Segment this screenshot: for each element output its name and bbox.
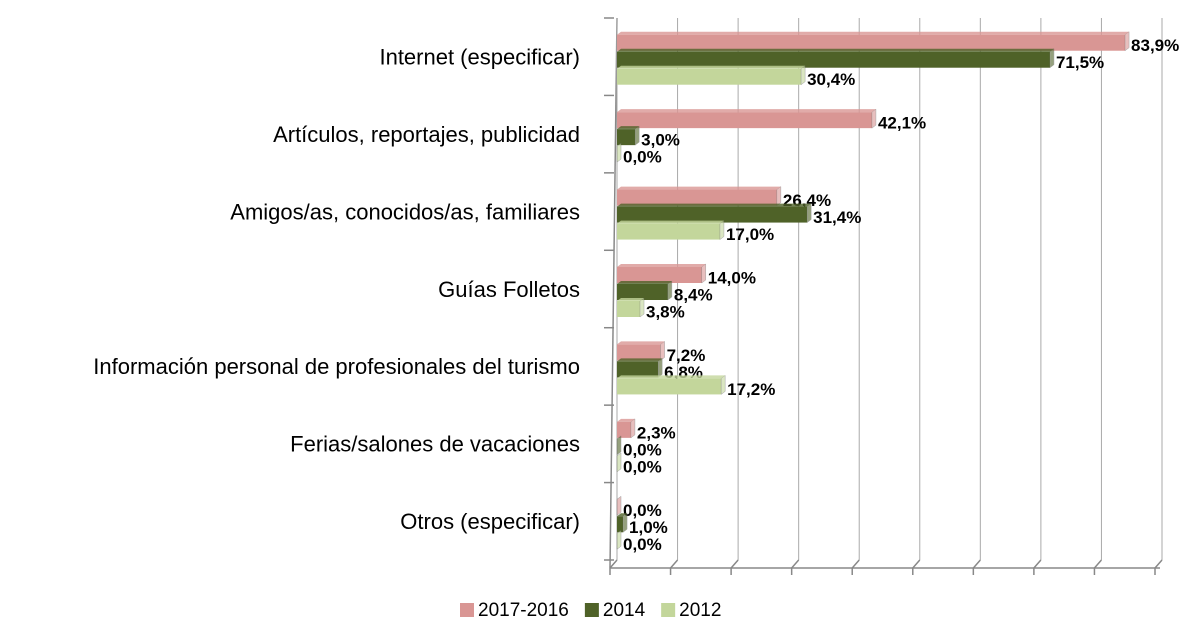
bar-top	[617, 341, 665, 345]
bar-top	[617, 281, 672, 284]
legend-label: 2012	[679, 600, 721, 621]
legend-swatch	[584, 603, 599, 617]
data-label: 7,2%	[667, 346, 706, 365]
x-tick-mark	[1154, 559, 1163, 569]
bar-side	[639, 297, 645, 318]
data-label: 1,0%	[629, 518, 668, 537]
bar-side	[660, 340, 665, 361]
data-label: 17,2%	[727, 380, 775, 399]
bar-top	[617, 298, 645, 301]
bar	[617, 206, 808, 223]
category-label: Artículos, reportajes, publicidad	[273, 122, 580, 147]
bar-side	[1049, 48, 1055, 69]
bar-top	[617, 375, 726, 379]
bar	[617, 129, 636, 146]
bar-top	[617, 358, 663, 362]
data-label: 0,0%	[623, 535, 662, 554]
bar-top	[617, 418, 635, 422]
category-label: Internet (especificar)	[379, 45, 580, 70]
data-label: 71,5%	[1056, 53, 1104, 72]
x-tick-mark	[851, 559, 860, 569]
legend-label: 2014	[603, 600, 646, 621]
data-label: 83,9%	[1131, 36, 1179, 55]
bar-side	[871, 108, 877, 129]
legend-swatch	[661, 603, 676, 617]
bar-top	[617, 31, 1130, 35]
data-label: 30,4%	[807, 70, 855, 89]
bar	[617, 361, 659, 378]
bar-side	[616, 435, 622, 456]
bar-side	[701, 263, 707, 284]
bar-side	[776, 186, 782, 207]
data-label: 31,4%	[813, 208, 861, 227]
data-label: 0,0%	[623, 440, 662, 459]
legend-label: 2017-2016	[478, 600, 569, 621]
data-label: 3,0%	[641, 131, 680, 150]
data-label: 42,1%	[878, 114, 926, 133]
bar-side	[634, 125, 640, 146]
legend-swatch	[460, 603, 474, 617]
bar	[617, 284, 668, 300]
data-label: 0,0%	[623, 501, 662, 520]
bar-side	[719, 220, 725, 241]
category-label: Ferias/salones de vacaciones	[290, 432, 580, 457]
data-label: 2,3%	[637, 423, 676, 442]
bar-top	[617, 48, 1054, 52]
bar-side	[622, 512, 628, 533]
data-label: 17,0%	[726, 225, 774, 244]
x-tick-mark	[791, 559, 800, 569]
bar-top	[617, 203, 812, 207]
bar-side	[806, 203, 812, 224]
category-label: Otros (especificar)	[400, 509, 580, 534]
bar	[617, 112, 872, 129]
x-tick-mark	[609, 559, 618, 569]
bar-top	[617, 264, 706, 267]
bar-top	[617, 126, 640, 130]
x-tick-mark	[669, 559, 679, 569]
bar-side	[800, 65, 806, 86]
bar	[617, 267, 702, 283]
bar	[617, 378, 722, 395]
data-label: 3,8%	[646, 302, 685, 321]
bar-top	[617, 65, 806, 69]
x-tick-mark	[730, 559, 739, 569]
data-label: 14,0%	[708, 268, 756, 287]
bar-top	[617, 186, 781, 190]
bar	[617, 189, 777, 206]
x-tick-mark	[1093, 559, 1103, 569]
bar	[617, 51, 1050, 68]
data-label: 0,0%	[623, 148, 662, 167]
bar-side	[1124, 31, 1130, 52]
bar-side	[720, 374, 726, 395]
x-tick-mark	[1033, 559, 1042, 569]
data-label: 8,4%	[674, 285, 713, 304]
bar	[617, 68, 802, 85]
bar-side	[657, 357, 663, 378]
data-label: 0,0%	[623, 457, 662, 476]
y-axis	[609, 17, 618, 569]
x-tick-mark	[972, 559, 981, 569]
category-label: Guías Folletos	[438, 277, 580, 302]
bar	[617, 34, 1126, 51]
x-tick-mark	[912, 559, 921, 569]
bar-side	[630, 418, 636, 439]
bar-side	[616, 452, 622, 473]
bar-top	[617, 513, 628, 517]
category-label: Amigos/as, conocidos/as, familiares	[230, 199, 580, 224]
bar-side	[667, 280, 673, 301]
bar	[617, 344, 661, 361]
bar	[617, 516, 624, 533]
bar	[617, 223, 720, 240]
bar	[617, 421, 631, 438]
bar-top	[617, 220, 724, 224]
bar	[617, 301, 641, 317]
bar-side	[616, 529, 622, 550]
bar-side	[616, 495, 622, 516]
category-label: Información personal de profesionales de…	[93, 354, 580, 379]
bar-side	[616, 142, 622, 163]
bar-top	[617, 109, 876, 113]
